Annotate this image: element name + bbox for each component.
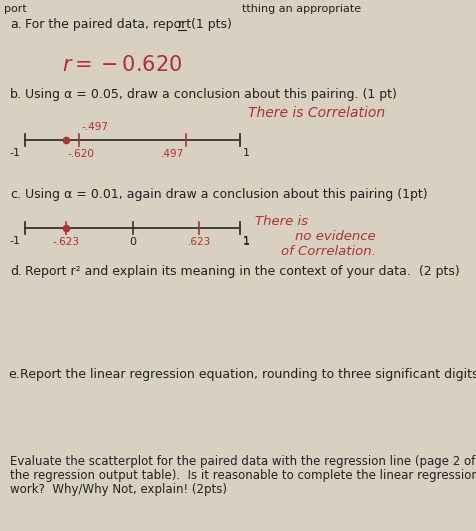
Text: 1: 1 — [243, 237, 250, 247]
Text: -1: -1 — [10, 236, 20, 246]
Text: port: port — [4, 4, 27, 14]
Text: b.: b. — [10, 88, 22, 101]
Text: .497: .497 — [161, 149, 184, 159]
Text: d.: d. — [10, 265, 22, 278]
Text: For the paired data, report: For the paired data, report — [25, 18, 195, 31]
Text: -.623: -.623 — [52, 237, 79, 247]
Text: Using α = 0.05, draw a conclusion about this pairing. (1 pt): Using α = 0.05, draw a conclusion about … — [25, 88, 397, 101]
Text: There is Correlation: There is Correlation — [248, 106, 385, 120]
Text: 1: 1 — [242, 148, 249, 158]
Text: r.: r. — [178, 18, 186, 31]
Text: the regression output table).  Is it reasonable to complete the linear regressio: the regression output table). Is it reas… — [10, 469, 476, 482]
Text: Report the linear regression equation, rounding to three significant digits.  (1: Report the linear regression equation, r… — [20, 368, 476, 381]
Text: -.620: -.620 — [68, 149, 95, 159]
Text: no evidence: no evidence — [295, 230, 376, 243]
Text: -.497: -.497 — [81, 122, 108, 132]
Text: Report r² and explain its meaning in the context of your data.  (2 pts): Report r² and explain its meaning in the… — [25, 265, 460, 278]
Text: (1 pts): (1 pts) — [187, 18, 232, 31]
Text: There is: There is — [255, 215, 308, 228]
Text: c.: c. — [10, 188, 21, 201]
Text: $r=-0.620$: $r=-0.620$ — [62, 55, 182, 75]
Text: Evaluate the scatterplot for the paired data with the regression line (page 2 of: Evaluate the scatterplot for the paired … — [10, 455, 475, 468]
Text: work?  Why/Why Not, explain! (2pts): work? Why/Why Not, explain! (2pts) — [10, 483, 227, 496]
Text: .623: .623 — [188, 237, 211, 247]
Text: 0: 0 — [129, 237, 136, 247]
Text: Using α = 0.01, again draw a conclusion about this pairing (1pt): Using α = 0.01, again draw a conclusion … — [25, 188, 427, 201]
Text: a.: a. — [10, 18, 22, 31]
Text: e.: e. — [8, 368, 20, 381]
Text: of Correlation.: of Correlation. — [281, 245, 376, 258]
Text: 1: 1 — [242, 236, 249, 246]
Text: -1: -1 — [10, 148, 20, 158]
Text: tthing an appropriate: tthing an appropriate — [242, 4, 361, 14]
